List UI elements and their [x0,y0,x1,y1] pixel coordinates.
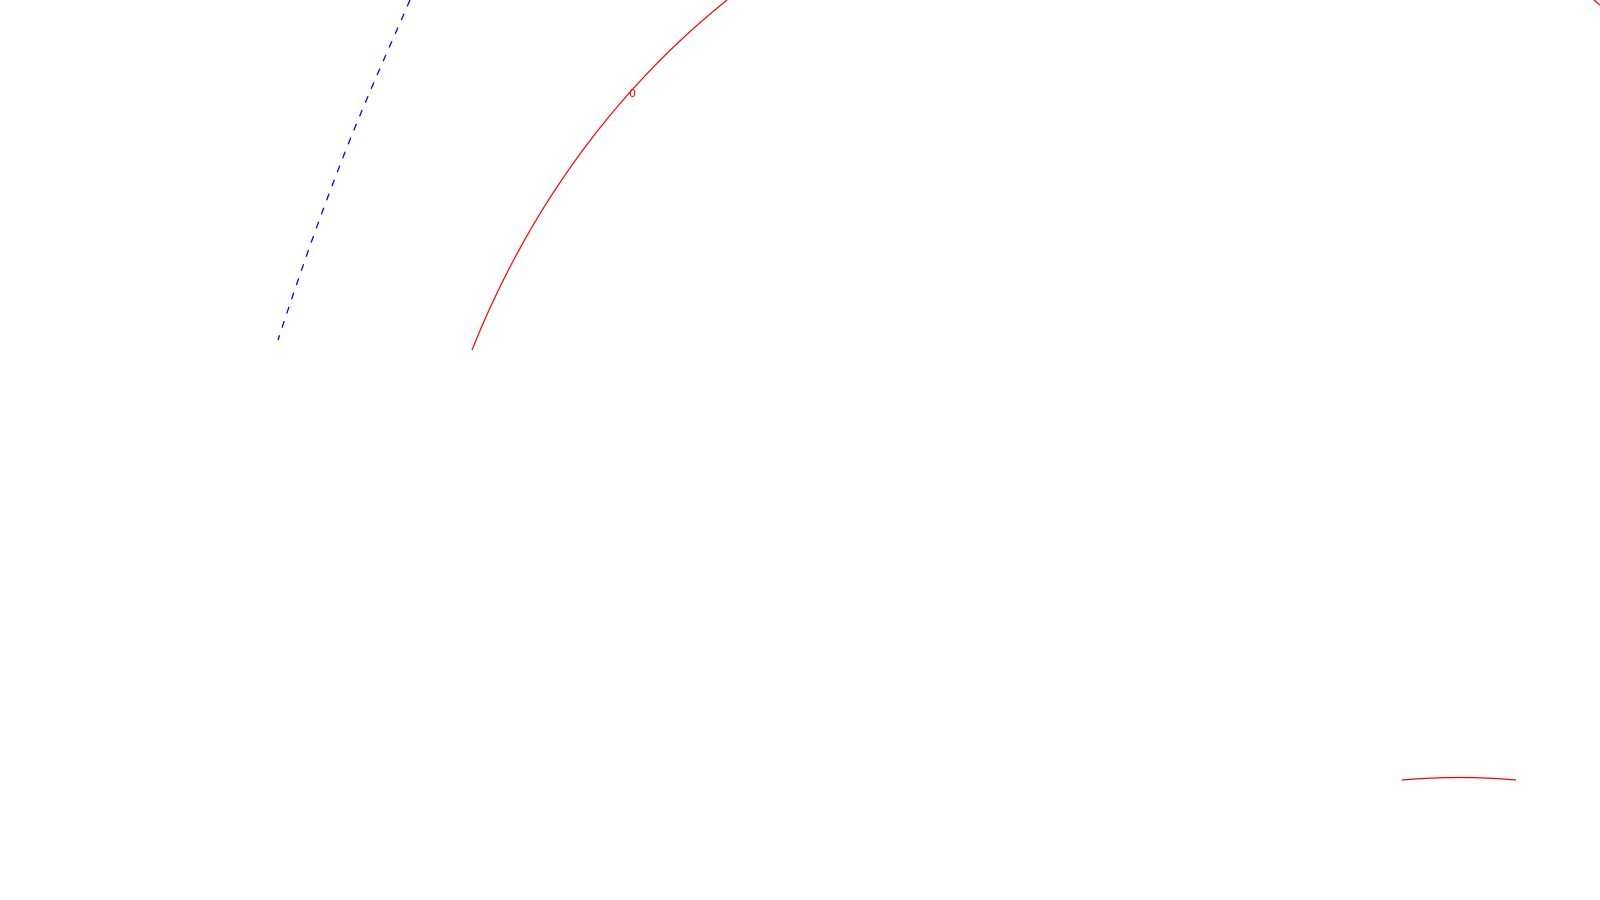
short-segment[interactable] [1401,776,1517,781]
corner-mark [1593,0,1600,6]
solid-arc[interactable] [471,0,728,351]
dashed-arc[interactable] [277,0,411,341]
curve-label: 0 [629,87,636,100]
